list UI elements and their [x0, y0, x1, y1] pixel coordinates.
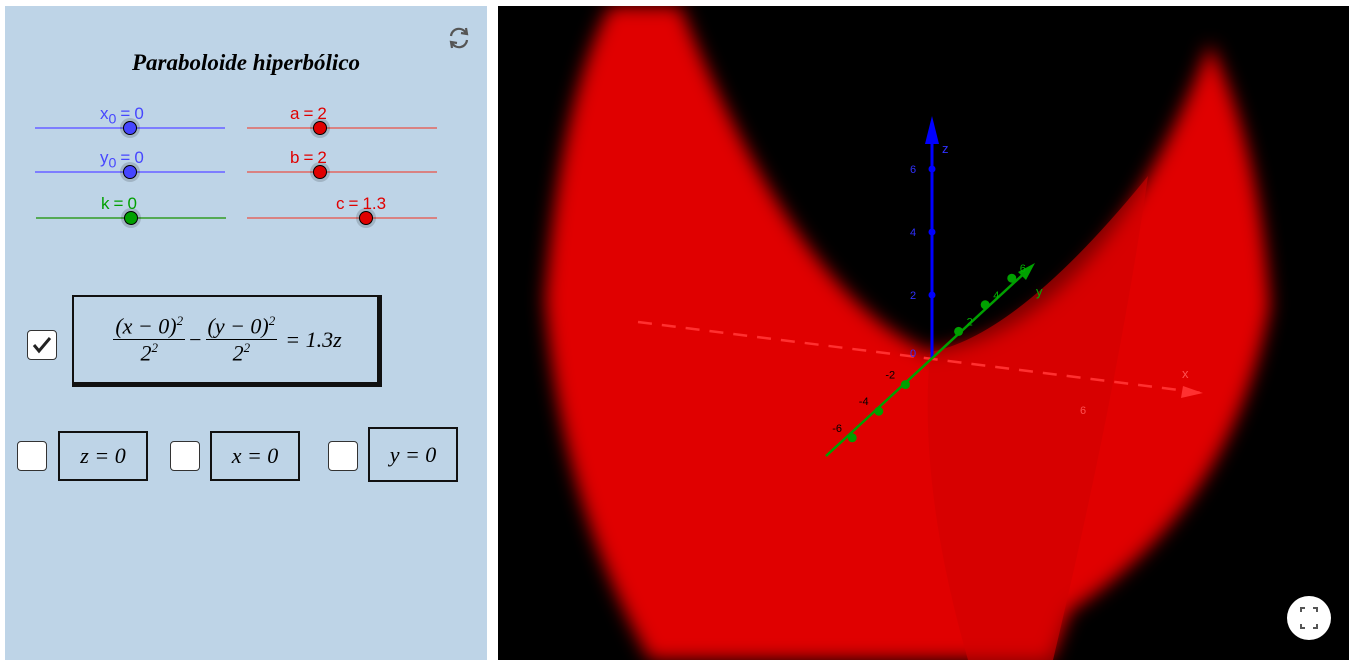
fullscreen-icon — [1300, 607, 1318, 629]
exp: 2 — [243, 340, 251, 355]
x-axis-label: x — [1182, 366, 1189, 381]
slider-label: a = 2 — [290, 104, 327, 124]
title: Paraboloide hiperbólico — [131, 50, 361, 75]
control-panel: Paraboloide hiperbólico x0 = 0 a = 2 y0 = 0 b = 2 k =… — [5, 6, 487, 660]
z-tick — [928, 291, 936, 299]
y-tick — [900, 380, 910, 390]
slider-eq: = — [348, 194, 359, 213]
slider-track — [247, 127, 437, 129]
z-tick — [928, 165, 936, 173]
equation-box: (x − 0)2 22 − (y − 0)2 22 = 1.3z — [72, 295, 382, 387]
y-tick — [980, 300, 990, 310]
z-tick-label: 4 — [910, 227, 916, 239]
slider-label: b = 2 — [290, 148, 327, 168]
slider-knob[interactable] — [313, 165, 327, 179]
slider-knob[interactable] — [359, 211, 373, 225]
plane-checkbox[interactable] — [170, 441, 200, 471]
y-tick — [1007, 273, 1017, 283]
y-tick-label: 6 — [1020, 263, 1026, 275]
slider-name: k — [101, 194, 110, 213]
slider-value: 1.3 — [362, 194, 387, 213]
plane-label: y = 0 — [368, 427, 458, 482]
slider-track — [247, 171, 437, 173]
x-tick-label: 6 — [1080, 405, 1086, 417]
slider-label: k = 0 — [101, 194, 137, 214]
x-arrow — [1181, 386, 1203, 398]
slider-value: 0 — [127, 194, 137, 213]
y-tick-label: -2 — [885, 370, 895, 382]
y-arrow — [1018, 263, 1035, 280]
z-tick-label: 2 — [910, 290, 916, 302]
slider-name: c — [336, 194, 345, 213]
plane-checkbox[interactable] — [328, 441, 358, 471]
origin-label: 0 — [910, 348, 916, 360]
z-tick-label: 6 — [910, 164, 916, 176]
slider-knob[interactable] — [124, 211, 138, 225]
slider-subscript: 0 — [108, 111, 117, 128]
exp: 2 — [151, 340, 158, 355]
y-tick-label: -4 — [859, 396, 869, 408]
z-tick — [928, 228, 936, 236]
plane-checkbox[interactable] — [17, 441, 47, 471]
slider-eq: = — [120, 148, 131, 167]
slider-label: x0 = 0 — [100, 104, 144, 127]
slider-name: y — [100, 148, 109, 167]
y-tick-label: 4 — [993, 290, 999, 302]
y-axis — [825, 267, 1031, 457]
y-tick-label: 2 — [967, 316, 973, 328]
reset-icon[interactable] — [445, 24, 473, 52]
den: 2 — [232, 340, 244, 366]
slider[interactable]: x0 = 0 — [35, 104, 225, 135]
slider-label: c = 1.3 — [336, 194, 386, 214]
slider-eq: = — [303, 148, 314, 167]
num: (y − 0) — [207, 313, 269, 338]
y-tick — [954, 326, 964, 336]
slider[interactable]: b = 2 — [247, 148, 437, 179]
y-axis-label: y — [1036, 284, 1043, 299]
exp: 2 — [268, 312, 276, 328]
slider-subscript: 0 — [108, 155, 117, 172]
operator: − — [189, 326, 202, 352]
slider[interactable]: k = 0 — [36, 194, 226, 225]
slider-name: a — [290, 104, 300, 123]
slider-name: b — [290, 148, 300, 167]
slider-value: 2 — [317, 148, 327, 167]
slider-value: 2 — [317, 104, 327, 123]
slider-label: y0 = 0 — [100, 148, 144, 171]
slider-name: x — [100, 104, 109, 123]
plane-label: z = 0 — [58, 431, 148, 481]
z-axis-label: z — [942, 141, 949, 156]
slider[interactable]: a = 2 — [247, 104, 437, 135]
slider-value: 0 — [134, 104, 144, 123]
slider-eq: = — [113, 194, 124, 213]
slider-eq: = — [120, 104, 131, 123]
slider-knob[interactable] — [313, 121, 327, 135]
y-tick — [847, 433, 857, 443]
slider-track — [247, 217, 437, 219]
den: 2 — [140, 340, 152, 366]
slider[interactable]: c = 1.3 — [247, 194, 437, 225]
fullscreen-button[interactable] — [1287, 596, 1331, 640]
y-tick — [874, 406, 884, 416]
num: (x − 0) — [115, 313, 177, 338]
rhs: = 1.3z — [285, 326, 342, 352]
exp: 2 — [176, 312, 184, 328]
z-arrow — [925, 116, 939, 144]
slider[interactable]: y0 = 0 — [35, 148, 225, 179]
plane-label: x = 0 — [210, 431, 300, 481]
slider-eq: = — [303, 104, 314, 123]
slider-value: 0 — [134, 148, 144, 167]
slider-knob[interactable] — [123, 165, 137, 179]
y-tick-label: -6 — [832, 423, 842, 435]
equation-checkbox[interactable] — [27, 330, 57, 360]
surface-shade — [927, 176, 1148, 660]
slider-knob[interactable] — [123, 121, 137, 135]
